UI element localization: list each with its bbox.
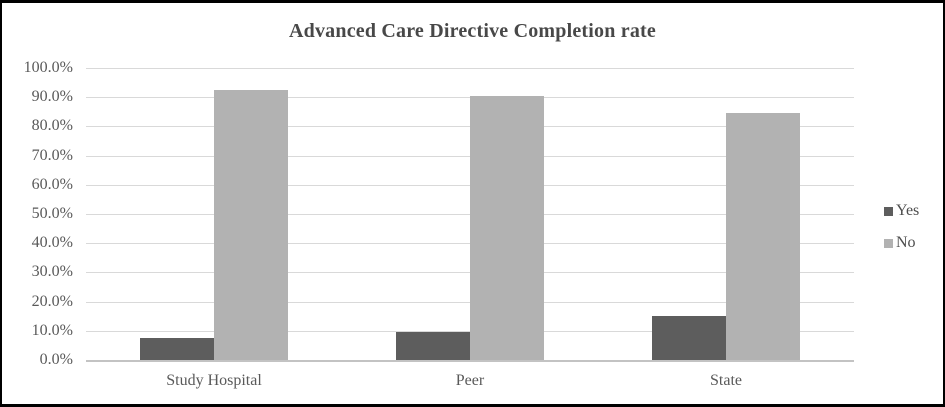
bar-yes-peer: [396, 331, 470, 360]
legend-swatch-icon: [884, 238, 893, 248]
legend-swatch-icon: [884, 206, 893, 216]
category-label-study-hospital: Study Hospital: [166, 372, 262, 389]
chart-title: Advanced Care Directive Completion rate: [289, 20, 656, 42]
y-axis-tick-label: 50.0%: [31, 205, 73, 222]
legend-item-yes: Yes: [884, 202, 919, 220]
y-axis-tick-label: 70.0%: [31, 146, 73, 164]
bar-yes-state: [652, 315, 726, 360]
y-axis-tick-label: 20.0%: [31, 292, 73, 310]
bar-no-state: [726, 112, 800, 360]
legend-label: No: [896, 234, 916, 251]
legend-item-no: No: [884, 234, 919, 252]
category-label-peer: Peer: [455, 372, 485, 389]
y-axis-tick-label: 30.0%: [31, 263, 73, 281]
y-axis-tick-label: 60.0%: [31, 175, 73, 193]
bar-no-study-hospital: [214, 89, 288, 360]
axis-line: [86, 360, 854, 362]
gridline: [86, 68, 854, 69]
legend: Yes No: [884, 202, 919, 252]
category-label-state: State: [710, 372, 742, 389]
y-axis-tick-label: 40.0%: [31, 234, 73, 252]
y-axis-tick-label: 100.0%: [23, 59, 73, 76]
y-axis-tick-label: 80.0%: [31, 117, 73, 135]
y-axis-tick-label: 0.0%: [39, 351, 73, 368]
bar-chart: Advanced Care Directive Completion rate …: [2, 3, 943, 404]
bar-yes-study-hospital: [140, 338, 214, 360]
y-axis-tick-label: 90.0%: [31, 88, 73, 106]
legend-label: Yes: [896, 202, 920, 219]
bar-no-peer: [470, 96, 544, 360]
y-axis-tick-label: 10.0%: [31, 321, 73, 339]
